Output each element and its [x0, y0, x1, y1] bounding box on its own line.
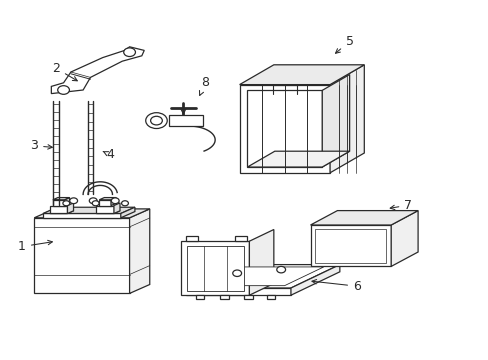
- Polygon shape: [234, 236, 246, 241]
- Circle shape: [123, 48, 135, 57]
- Polygon shape: [64, 198, 69, 206]
- Polygon shape: [315, 229, 386, 263]
- Polygon shape: [186, 246, 243, 291]
- Polygon shape: [51, 47, 144, 94]
- Text: 8: 8: [199, 76, 209, 95]
- Circle shape: [122, 201, 128, 206]
- Polygon shape: [239, 65, 364, 85]
- Circle shape: [276, 266, 285, 273]
- Polygon shape: [67, 203, 73, 213]
- Polygon shape: [247, 151, 349, 167]
- Polygon shape: [310, 225, 390, 266]
- Polygon shape: [99, 198, 116, 200]
- Circle shape: [92, 201, 99, 206]
- Polygon shape: [99, 200, 111, 206]
- Polygon shape: [121, 207, 135, 218]
- Polygon shape: [220, 295, 228, 299]
- Polygon shape: [34, 209, 149, 218]
- Text: 6: 6: [311, 279, 360, 293]
- Polygon shape: [192, 267, 323, 286]
- Polygon shape: [43, 207, 135, 213]
- Polygon shape: [195, 295, 204, 299]
- Polygon shape: [53, 198, 69, 200]
- Text: 7: 7: [389, 199, 411, 212]
- Polygon shape: [96, 211, 120, 213]
- Circle shape: [232, 270, 241, 276]
- Text: 5: 5: [335, 35, 353, 53]
- Circle shape: [58, 86, 69, 94]
- Circle shape: [70, 198, 78, 204]
- Polygon shape: [43, 213, 121, 218]
- Circle shape: [89, 198, 97, 204]
- Polygon shape: [185, 288, 290, 295]
- Polygon shape: [322, 75, 349, 167]
- Text: 3: 3: [30, 139, 52, 152]
- Circle shape: [111, 198, 119, 204]
- Polygon shape: [239, 85, 329, 173]
- Circle shape: [63, 201, 70, 206]
- Polygon shape: [266, 295, 275, 299]
- Circle shape: [150, 116, 162, 125]
- Polygon shape: [181, 241, 249, 295]
- Polygon shape: [185, 265, 339, 288]
- Polygon shape: [50, 206, 67, 213]
- Polygon shape: [50, 211, 73, 213]
- Polygon shape: [129, 209, 149, 293]
- Circle shape: [145, 113, 167, 129]
- Polygon shape: [114, 203, 120, 213]
- Polygon shape: [34, 218, 129, 293]
- Polygon shape: [290, 265, 339, 295]
- Polygon shape: [249, 230, 273, 295]
- Polygon shape: [310, 211, 417, 225]
- Polygon shape: [168, 115, 203, 126]
- Polygon shape: [111, 198, 116, 206]
- Polygon shape: [390, 211, 417, 266]
- Text: 4: 4: [103, 148, 114, 161]
- Polygon shape: [185, 236, 198, 241]
- Polygon shape: [329, 65, 364, 173]
- Polygon shape: [247, 90, 322, 167]
- Text: 2: 2: [52, 62, 77, 81]
- Text: 1: 1: [18, 240, 52, 253]
- Polygon shape: [53, 200, 64, 206]
- Polygon shape: [244, 295, 253, 299]
- Polygon shape: [96, 206, 114, 213]
